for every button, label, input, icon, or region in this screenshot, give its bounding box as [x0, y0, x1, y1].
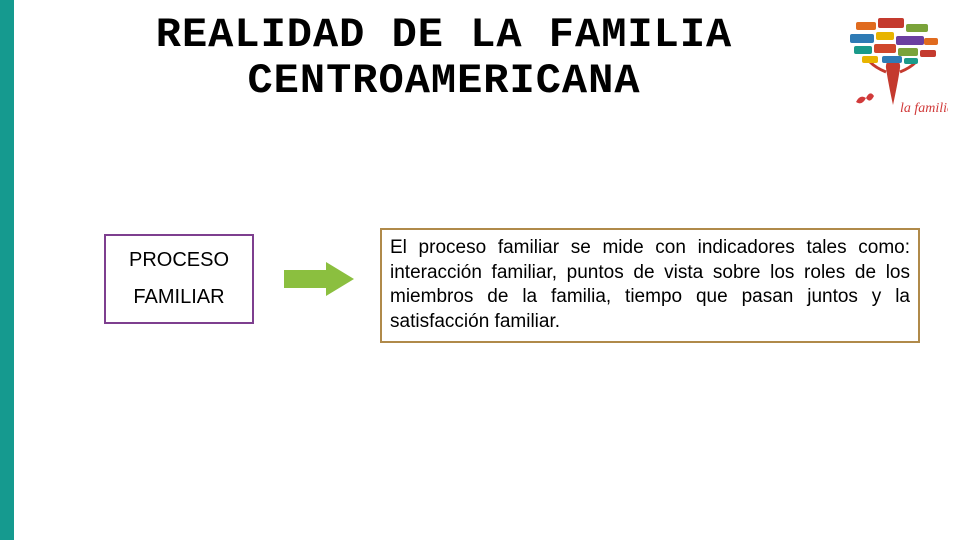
description-box: El proceso familiar se mide con indicado… — [380, 228, 920, 343]
concept-box: PROCESO FAMILIAR — [104, 234, 254, 324]
arrow-icon — [284, 262, 354, 296]
logo-wordcloud — [850, 18, 938, 64]
concept-line2: FAMILIAR — [129, 286, 229, 309]
logo-ribbon — [856, 97, 866, 104]
concept-line1: PROCESO — [129, 249, 229, 272]
logo-caption: la familia — [900, 101, 948, 116]
family-tree-logo: la familia — [838, 10, 948, 120]
logo-branch — [870, 62, 886, 72]
page-title: REALIDAD DE LA FAMILIA CENTROAMERICANA — [44, 12, 844, 104]
logo-trunk — [886, 60, 900, 105]
logo-ribbon — [866, 93, 874, 100]
